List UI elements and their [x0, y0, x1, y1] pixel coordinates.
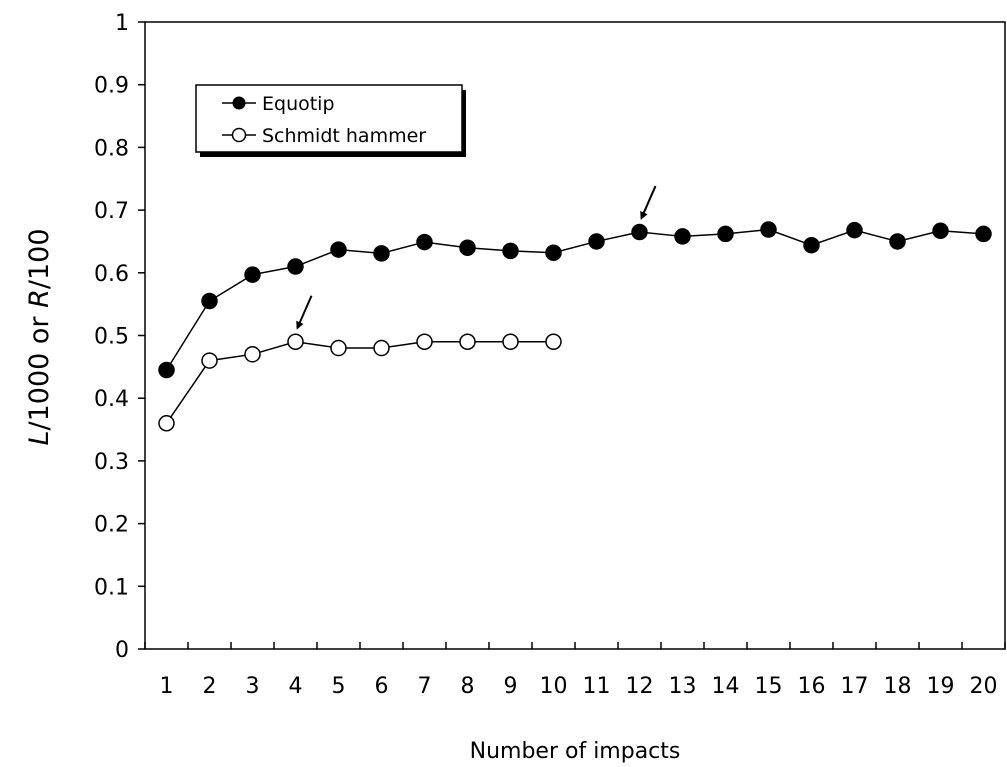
data-point-schmidt-hammer	[330, 339, 347, 357]
legend-schmidt-label: Schmidt hammer	[262, 125, 426, 147]
data-point-equotip	[588, 233, 605, 250]
data-point-equotip	[889, 233, 906, 250]
legend-equotip-label: Equotip	[262, 93, 335, 115]
data-point-schmidt-hammer	[373, 339, 390, 357]
x-tick-label: 4	[289, 674, 303, 699]
x-tick-label: 12	[626, 674, 654, 699]
x-tick-label: 13	[669, 674, 697, 699]
data-point-equotip	[846, 221, 863, 239]
x-tick-label: 2	[203, 674, 217, 699]
x-tick-label: 8	[461, 674, 475, 699]
data-point-equotip	[502, 242, 519, 260]
data-point-schmidt-hammer	[287, 333, 304, 351]
data-point-schmidt-hammer	[416, 333, 433, 351]
y-tick-label: 0	[115, 638, 129, 663]
y-tick-label: 0.8	[94, 136, 129, 161]
data-point-schmidt-hammer	[158, 415, 175, 432]
data-point-schmidt-hammer	[459, 333, 476, 351]
legend: Equotip Schmidt hammer	[195, 84, 466, 157]
x-tick-label: 17	[841, 674, 869, 699]
x-tick-label: 15	[755, 674, 783, 699]
series-equotip	[158, 221, 992, 379]
data-point-schmidt-hammer	[244, 346, 261, 363]
data-point-schmidt-hammer	[201, 352, 218, 369]
x-tick-label: 20	[970, 674, 998, 699]
x-tick-label: 19	[927, 674, 955, 699]
data-point-equotip	[287, 258, 304, 275]
series-layer	[158, 221, 992, 432]
data-point-equotip	[803, 236, 820, 254]
data-point-schmidt-hammer	[545, 333, 562, 351]
y-tick-label: 0.7	[94, 199, 129, 224]
data-point-equotip	[631, 223, 648, 241]
y-axis-title-end: /100	[24, 228, 55, 289]
x-tick-label: 6	[375, 674, 389, 699]
x-tick-label: 14	[712, 674, 740, 699]
data-point-equotip	[373, 245, 390, 262]
annotation-arrow	[296, 295, 313, 330]
data-point-schmidt-hammer	[502, 333, 519, 351]
data-point-equotip	[674, 228, 691, 245]
legend-equotip-marker	[232, 96, 246, 110]
x-tick-label: 7	[418, 674, 432, 699]
y-axis-title-r: R	[24, 289, 55, 308]
x-axis: 1 2 3 4 5 6 7 8 9 10 11 12 13 14 15 16 17 18 19 20	[144, 642, 1006, 699]
data-point-equotip	[459, 239, 476, 256]
data-point-equotip	[244, 266, 261, 283]
y-axis-title-mid: /1000 or	[24, 308, 55, 431]
y-tick-label: 0.6	[94, 262, 129, 287]
x-tick-label: 11	[583, 674, 611, 699]
y-axis: 0 0.1 0.2 0.3 0.4 0.5 0.6 0.7 0.8 0.9 1	[94, 11, 145, 663]
series-line-equotip	[165, 228, 984, 371]
x-tick-label: 18	[884, 674, 912, 699]
data-point-equotip	[330, 241, 347, 258]
data-point-equotip	[717, 225, 734, 243]
y-tick-label: 0.4	[94, 387, 129, 412]
y-tick-label: 0.1	[94, 575, 129, 600]
x-tick-label: 3	[246, 674, 260, 699]
data-point-equotip	[975, 225, 992, 243]
legend-schmidt-marker	[231, 127, 247, 143]
y-axis-title-l: L	[24, 430, 55, 445]
y-tick-label: 0.2	[94, 513, 129, 538]
y-tick-label: 1	[115, 11, 129, 36]
x-tick-label: 1	[160, 674, 174, 699]
annotation-layer	[296, 185, 657, 330]
data-point-equotip	[760, 221, 777, 238]
series-schmidt-hammer	[158, 333, 562, 432]
data-point-equotip	[416, 233, 433, 251]
annotation-arrow	[640, 185, 657, 220]
data-point-equotip	[158, 361, 175, 379]
series-line-schmidt-hammer	[165, 341, 554, 424]
x-tick-label: 9	[504, 674, 518, 699]
data-point-equotip	[201, 292, 218, 310]
y-tick-label: 0.5	[94, 325, 129, 350]
data-point-equotip	[932, 222, 949, 240]
data-point-equotip	[545, 244, 562, 261]
x-tick-label: 16	[798, 674, 826, 699]
x-tick-label: 5	[332, 674, 346, 699]
x-axis-title: Number of impacts	[470, 739, 681, 764]
x-tick-label: 10	[540, 674, 568, 699]
y-axis-title: L/1000 or R/100	[24, 228, 55, 445]
y-tick-label: 0.3	[94, 450, 129, 475]
y-tick-label: 0.9	[94, 74, 129, 99]
